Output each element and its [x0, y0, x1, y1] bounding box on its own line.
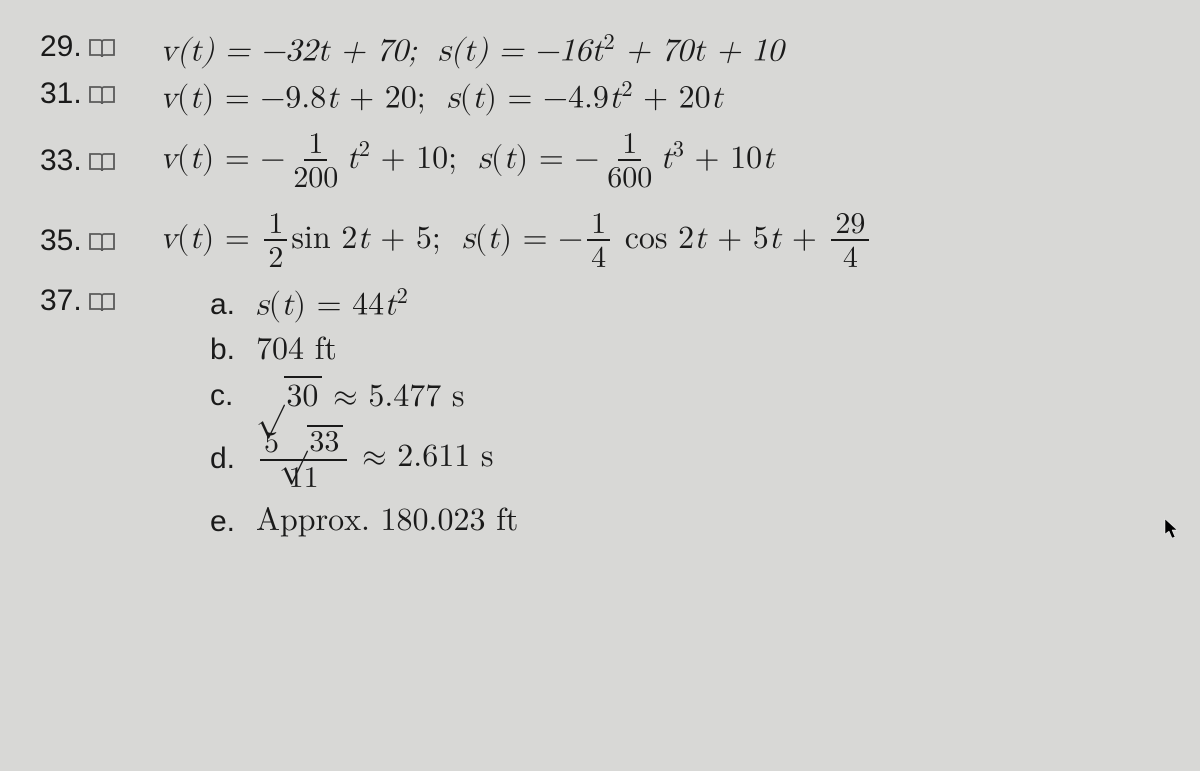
problem-29-row: 29. v(t) = −32t + 70; s(t) = −16t2 + 70t…	[40, 30, 1180, 71]
fraction-den: 200	[289, 161, 342, 193]
cursor-icon	[1164, 518, 1180, 546]
problem-35-row: 35. v(t) = 12sin 2t + 5; s(t) = −14 cos …	[40, 204, 1180, 278]
problem-37-parts: a. s(t) = 44t2 b. 704 ft c. √30 ≈ 5.477 …	[160, 284, 1180, 547]
part-b-row: b. 704 ft	[210, 331, 1180, 369]
math-answer-list: 29. v(t) = −32t + 70; s(t) = −16t2 + 70t…	[0, 0, 1200, 573]
problem-number-31: 31.	[40, 77, 160, 111]
fraction-num: 1	[618, 129, 641, 161]
fraction-num: 29	[831, 209, 869, 241]
fraction-den: 11	[285, 461, 323, 493]
problem-number-35: 35.	[40, 224, 160, 258]
radicand: 33	[307, 425, 343, 457]
part-c-value: √30 ≈ 5.477 s	[256, 376, 464, 417]
book-icon	[88, 82, 116, 106]
problem-number-37: 37.	[40, 284, 160, 318]
part-label: b.	[210, 333, 256, 367]
problem-31-row: 31. v(t) = −9.8t + 20; s(t) = −4.9t2 + 2…	[40, 77, 1180, 118]
book-icon	[88, 35, 116, 59]
fraction-num: 1	[587, 209, 610, 241]
radicand: 30	[284, 376, 322, 416]
part-b-value: 704 ft	[256, 331, 337, 369]
equation-29: v(t) = −32t + 70; s(t) = −16t2 + 70t + 1…	[160, 30, 784, 71]
problem-37-row: 37. a. s(t) = 44t2 b. 704 ft c. √30 ≈ 5.…	[40, 284, 1180, 547]
equation-35: v(t) = 12sin 2t + 5; s(t) = −14 cos 2t +…	[160, 209, 873, 273]
fraction-den: 4	[839, 241, 862, 273]
num-prefix: 5	[264, 428, 279, 458]
part-label: c.	[210, 379, 256, 413]
part-c-rest: ≈ 5.477 s	[322, 381, 464, 413]
fraction-den: 2	[264, 241, 287, 273]
number-label: 29.	[40, 30, 82, 64]
part-label: d.	[210, 442, 256, 476]
problem-33-row: 33. v(t) = −1200t2 + 10; s(t) = −1600t3 …	[40, 124, 1180, 198]
book-icon	[88, 289, 116, 313]
book-icon	[88, 149, 116, 173]
fraction-num: 5√33	[260, 425, 347, 461]
part-c-row: c. √30 ≈ 5.477 s	[210, 376, 1180, 417]
number-label: 37.	[40, 284, 82, 318]
part-d-row: d. 5√33 11 ≈ 2.611 s	[210, 422, 1180, 496]
book-icon	[88, 229, 116, 253]
number-label: 31.	[40, 77, 82, 111]
problem-number-29: 29.	[40, 30, 160, 64]
part-e-value: Approx. 180.023 ft	[256, 502, 518, 540]
part-d-rest: ≈ 2.611 s	[351, 441, 493, 473]
part-a-value: s(t) = 44t2	[256, 284, 408, 325]
fraction-den: 600	[603, 161, 656, 193]
number-label: 35.	[40, 224, 82, 258]
part-label: e.	[210, 505, 256, 539]
part-label: a.	[210, 288, 256, 322]
equation-33: v(t) = −1200t2 + 10; s(t) = −1600t3 + 10…	[160, 129, 775, 193]
equation-31: v(t) = −9.8t + 20; s(t) = −4.9t2 + 20t	[160, 77, 723, 118]
fraction-num: 1	[264, 209, 287, 241]
part-e-row: e. Approx. 180.023 ft	[210, 502, 1180, 540]
problem-number-33: 33.	[40, 144, 160, 178]
fraction-num: 1	[304, 129, 327, 161]
number-label: 33.	[40, 144, 82, 178]
fraction-den: 4	[587, 241, 610, 273]
part-a-row: a. s(t) = 44t2	[210, 284, 1180, 325]
part-d-value: 5√33 11 ≈ 2.611 s	[256, 425, 493, 493]
